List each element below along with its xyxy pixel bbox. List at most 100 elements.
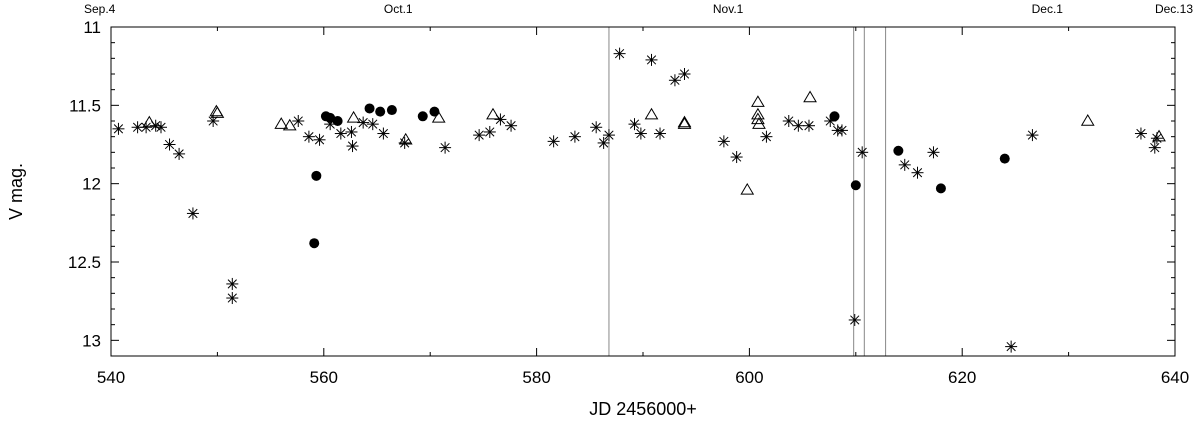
data-point-asterisk	[597, 136, 610, 149]
data-point-triangle	[752, 117, 766, 129]
y-tick-label: 13	[82, 331, 101, 350]
data-point-triangle	[346, 110, 361, 123]
data-point-asterisk	[207, 115, 220, 127]
data-point-triangle	[644, 107, 659, 120]
data-point-asterisk	[292, 115, 305, 127]
asterisk-stroke	[346, 127, 357, 137]
asterisk-stroke	[188, 208, 198, 219]
date-labels: Sep.4 Oct.1 Nov.1 Dec.1 Dec.13	[84, 2, 1193, 16]
data-point-asterisk	[1134, 127, 1147, 140]
data-point-asterisk	[357, 116, 370, 129]
data-point-asterisk	[717, 135, 730, 148]
asterisk-stroke	[928, 147, 939, 157]
asterisk-stroke	[912, 168, 923, 178]
data-point-triangle	[677, 117, 692, 129]
data-point-asterisk	[334, 127, 347, 140]
asterisk-stroke	[900, 160, 910, 170]
data-point-asterisk	[473, 129, 486, 142]
vertical-lines	[608, 27, 887, 356]
data-point-circle	[935, 183, 946, 194]
data-point-asterisk	[1148, 141, 1161, 154]
date-label: Nov.1	[713, 2, 744, 16]
asterisk-stroke	[646, 55, 657, 65]
data-point-circle	[375, 106, 386, 117]
data-point-circle	[311, 170, 322, 181]
asterisk-stroke	[293, 116, 303, 126]
asterisk-stroke	[604, 130, 614, 140]
asterisk-stroke	[761, 132, 772, 142]
data-point-triangle	[209, 104, 224, 117]
data-point-circle	[850, 180, 861, 191]
asterisk-stroke	[368, 119, 378, 129]
x-tick-label: 540	[97, 368, 125, 387]
asterisk-stroke	[784, 116, 794, 126]
asterisk-stroke	[850, 315, 860, 325]
axis-ticks	[110, 26, 1176, 357]
asterisk-stroke	[156, 122, 166, 132]
data-point-asterisk	[678, 68, 691, 80]
date-label: Dec.1	[1032, 2, 1064, 16]
data-point-asterisk	[313, 133, 326, 146]
y-tick-labels: 11 11.5 12 12.5 13	[68, 18, 101, 350]
data-point-asterisk	[112, 122, 125, 135]
data-point-triangle	[274, 117, 289, 129]
data-point-asterisk	[730, 151, 743, 164]
data-point-circle	[999, 153, 1010, 164]
data-point-asterisk	[802, 119, 815, 132]
data-point-triangle	[751, 107, 765, 120]
y-tick-label: 12.5	[68, 253, 101, 272]
data-points	[112, 47, 1166, 353]
data-point-circle	[386, 105, 397, 116]
asterisk-stroke	[506, 121, 516, 131]
data-point-asterisk	[163, 138, 176, 151]
asterisk-stroke	[804, 121, 814, 131]
data-point-asterisk	[547, 135, 560, 148]
x-tick-labels: 540 560 580 600 620 640	[97, 368, 1189, 387]
x-tick-label: 620	[948, 368, 976, 387]
data-point-asterisk	[782, 115, 795, 127]
asterisk-stroke	[314, 135, 325, 145]
data-point-triangle	[1152, 129, 1166, 142]
data-point-asterisk	[226, 277, 239, 290]
asterisk-stroke	[598, 138, 609, 148]
asterisk-stroke	[164, 139, 175, 150]
data-point-circle	[893, 145, 904, 156]
data-point-asterisk	[590, 121, 603, 134]
data-point-asterisk	[634, 127, 647, 140]
asterisk-stroke	[132, 122, 143, 132]
data-point-triangle	[210, 106, 225, 118]
asterisk-stroke	[347, 141, 358, 151]
date-label: Dec.13	[1155, 2, 1193, 16]
data-point-triangle	[803, 90, 817, 103]
asterisk-stroke	[614, 48, 625, 59]
data-point-triangle	[740, 182, 755, 195]
date-label: Sep.4	[84, 2, 116, 16]
data-point-triangle	[142, 115, 157, 128]
x-tick-label: 640	[1161, 368, 1189, 387]
data-point-asterisk	[346, 140, 359, 153]
data-point-asterisk	[1005, 340, 1018, 353]
data-point-circle	[417, 111, 428, 122]
data-point-triangle	[486, 107, 500, 120]
asterisk-stroke	[336, 128, 346, 139]
data-point-circle	[364, 103, 375, 114]
data-point-triangle	[751, 112, 765, 125]
asterisk-stroke	[670, 75, 680, 85]
y-tick-label: 11.5	[69, 96, 101, 115]
asterisk-stroke	[679, 69, 690, 79]
asterisk-stroke	[857, 147, 867, 157]
asterisk-stroke	[378, 128, 389, 139]
asterisk-stroke	[304, 132, 314, 142]
data-point-asterisk	[848, 313, 861, 326]
x-tick-label: 600	[735, 368, 763, 387]
asterisk-stroke	[548, 136, 559, 147]
asterisk-stroke	[1136, 128, 1146, 139]
y-tick-label: 11	[83, 18, 101, 37]
data-point-asterisk	[366, 118, 379, 131]
data-point-asterisk	[568, 130, 581, 143]
x-tick-label: 560	[310, 368, 338, 387]
y-axis-title: V mag.	[6, 163, 26, 220]
data-point-asterisk	[226, 292, 239, 305]
data-point-asterisk	[439, 141, 452, 154]
